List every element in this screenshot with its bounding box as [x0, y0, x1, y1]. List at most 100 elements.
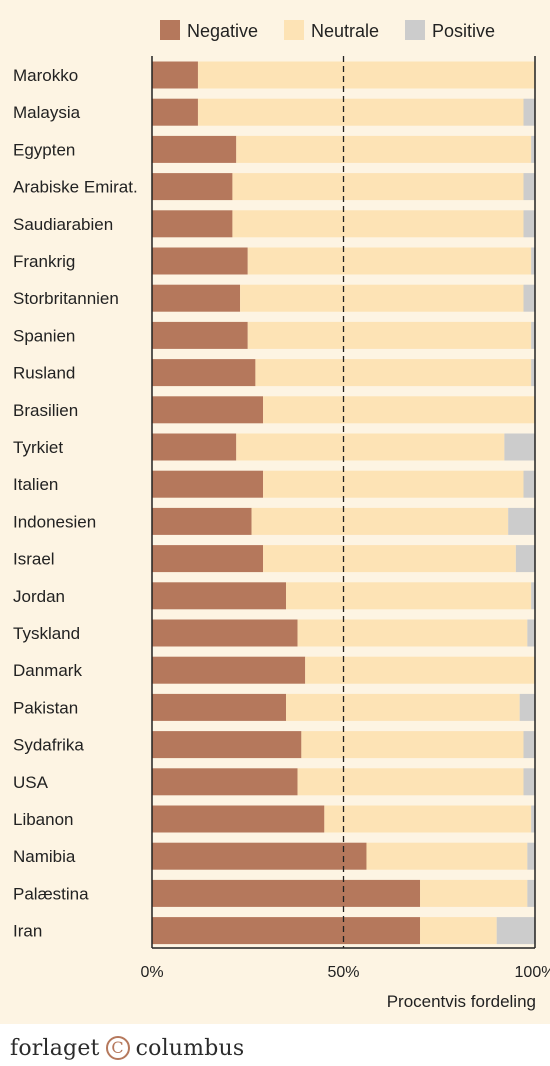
- legend-label-neutrale: Neutrale: [311, 21, 379, 41]
- bar-neutrale: [420, 879, 528, 907]
- bar-positive: [515, 545, 535, 573]
- bar-neutrale: [301, 731, 524, 759]
- category-label: Jordan: [13, 587, 65, 606]
- bar-negative: [152, 879, 421, 907]
- category-label: Saudiarabien: [13, 215, 113, 234]
- category-label: Tyskland: [13, 624, 80, 643]
- bar-neutrale: [240, 284, 524, 312]
- bar-negative: [152, 321, 248, 349]
- bar-negative: [152, 731, 302, 759]
- bar-positive: [523, 731, 535, 759]
- category-label: Sydafrika: [13, 736, 84, 755]
- bar-neutrale: [247, 321, 532, 349]
- legend-label-negative: Negative: [187, 21, 258, 41]
- category-label: Libanon: [13, 810, 74, 829]
- bar-neutrale: [251, 507, 509, 535]
- publisher-name-right: columbus: [135, 1035, 245, 1061]
- category-label: Storbritannien: [13, 289, 119, 308]
- category-label: Tyrkiet: [13, 438, 63, 457]
- category-label: Rusland: [13, 364, 75, 383]
- bar-neutrale: [297, 768, 524, 796]
- x-tick-label: 100%: [515, 964, 550, 981]
- bar-neutrale: [324, 805, 532, 833]
- bar-neutrale: [420, 917, 497, 945]
- category-label: USA: [13, 773, 49, 792]
- bar-positive: [496, 917, 535, 945]
- bar-positive: [523, 210, 535, 238]
- bar-positive: [527, 842, 535, 870]
- bar-positive: [531, 359, 535, 387]
- chart-panel: Negative Neutrale Positive Marokko Malaysia E…: [0, 0, 550, 1024]
- bar-neutrale: [305, 656, 535, 684]
- bar-neutrale: [255, 359, 532, 387]
- legend-label-positive: Positive: [432, 21, 495, 41]
- bar-negative: [152, 98, 198, 126]
- bar-positive: [508, 507, 535, 535]
- bar-positive: [531, 135, 535, 163]
- category-label: Arabiske Emirat.: [13, 178, 138, 197]
- bar-negative: [152, 173, 233, 201]
- bar-neutrale: [232, 173, 524, 201]
- bar-positive: [523, 470, 535, 498]
- bar-negative: [152, 61, 198, 89]
- bar-positive: [523, 98, 535, 126]
- bar-negative: [152, 768, 298, 796]
- category-label: Spanien: [13, 326, 75, 345]
- bar-positive: [527, 879, 535, 907]
- bar-neutrale: [197, 98, 524, 126]
- bar-neutrale: [297, 619, 528, 647]
- bar-neutrale: [366, 842, 528, 870]
- bar-neutrale: [286, 693, 520, 721]
- bar-negative: [152, 433, 237, 461]
- bar-negative: [152, 507, 252, 535]
- bar-positive: [523, 284, 535, 312]
- bar-neutrale: [197, 61, 535, 89]
- bar-negative: [152, 135, 237, 163]
- category-label: Pakistan: [13, 698, 78, 717]
- bar-neutrale: [236, 433, 505, 461]
- bar-negative: [152, 582, 287, 610]
- legend-swatch-neutrale: [284, 20, 304, 40]
- bar-negative: [152, 396, 264, 424]
- x-tick-label: 0%: [140, 964, 163, 981]
- x-tick-label: 50%: [327, 964, 359, 981]
- bar-positive: [527, 619, 535, 647]
- bar-neutrale: [286, 582, 532, 610]
- bar-negative: [152, 693, 287, 721]
- bar-negative: [152, 470, 264, 498]
- bar-neutrale: [263, 470, 524, 498]
- bar-negative: [152, 247, 248, 275]
- bar-negative: [152, 842, 367, 870]
- bar-neutrale: [247, 247, 532, 275]
- category-label: Egypten: [13, 140, 75, 159]
- bar-neutrale: [263, 545, 516, 573]
- bar-negative: [152, 545, 264, 573]
- bar-negative: [152, 805, 325, 833]
- bar-positive: [523, 768, 535, 796]
- bar-positive: [523, 173, 535, 201]
- chart-svg: Negative Neutrale Positive Marokko Malaysia E…: [13, 20, 550, 1011]
- category-label: Malaysia: [13, 103, 81, 122]
- publisher-logo: forlaget C columbus: [10, 1030, 244, 1066]
- bar-positive: [531, 321, 535, 349]
- bar-negative: [152, 619, 298, 647]
- category-label: Palæstina: [13, 884, 89, 903]
- category-label: Marokko: [13, 66, 78, 85]
- category-label: Iran: [13, 922, 42, 941]
- bar-positive: [531, 805, 535, 833]
- category-label: Namibia: [13, 847, 76, 866]
- bar-positive: [519, 693, 535, 721]
- bar-neutrale: [236, 135, 532, 163]
- category-label: Israel: [13, 550, 55, 569]
- bar-neutrale: [263, 396, 535, 424]
- legend-swatch-positive: [405, 20, 425, 40]
- category-label: Frankrig: [13, 252, 75, 271]
- bar-negative: [152, 359, 256, 387]
- bar-positive: [531, 582, 535, 610]
- category-label: Danmark: [13, 661, 82, 680]
- bar-negative: [152, 284, 241, 312]
- bar-negative: [152, 917, 421, 945]
- copyright-circle-icon: C: [105, 1036, 130, 1060]
- publisher-name-left: forlaget: [10, 1035, 100, 1061]
- legend-swatch-negative: [160, 20, 180, 40]
